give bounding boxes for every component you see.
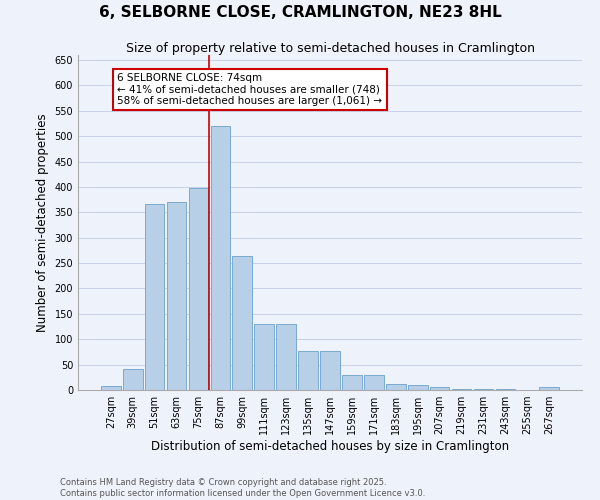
Bar (320, 351, 340, 390)
Bar (123, 368, 143, 390)
Bar (408, 385, 428, 390)
Bar (101, 386, 121, 390)
Bar (254, 324, 274, 390)
Bar (342, 375, 362, 390)
Title: Size of property relative to semi-detached houses in Cramlington: Size of property relative to semi-detach… (125, 42, 535, 55)
Bar (232, 256, 252, 390)
Bar (364, 375, 384, 390)
Bar (298, 351, 318, 390)
Bar (167, 202, 187, 390)
Text: 6 SELBORNE CLOSE: 74sqm
← 41% of semi-detached houses are smaller (748)
58% of s: 6 SELBORNE CLOSE: 74sqm ← 41% of semi-de… (118, 73, 382, 106)
Bar (276, 324, 296, 390)
Text: Contains HM Land Registry data © Crown copyright and database right 2025.
Contai: Contains HM Land Registry data © Crown c… (60, 478, 425, 498)
Y-axis label: Number of semi-detached properties: Number of semi-detached properties (36, 113, 49, 332)
Bar (539, 388, 559, 390)
Text: 6, SELBORNE CLOSE, CRAMLINGTON, NE23 8HL: 6, SELBORNE CLOSE, CRAMLINGTON, NE23 8HL (98, 5, 502, 20)
Bar (211, 126, 230, 390)
Bar (452, 389, 472, 390)
X-axis label: Distribution of semi-detached houses by size in Cramlington: Distribution of semi-detached houses by … (151, 440, 509, 453)
Bar (145, 204, 164, 390)
Bar (430, 388, 449, 390)
Bar (188, 188, 208, 390)
Bar (386, 384, 406, 390)
